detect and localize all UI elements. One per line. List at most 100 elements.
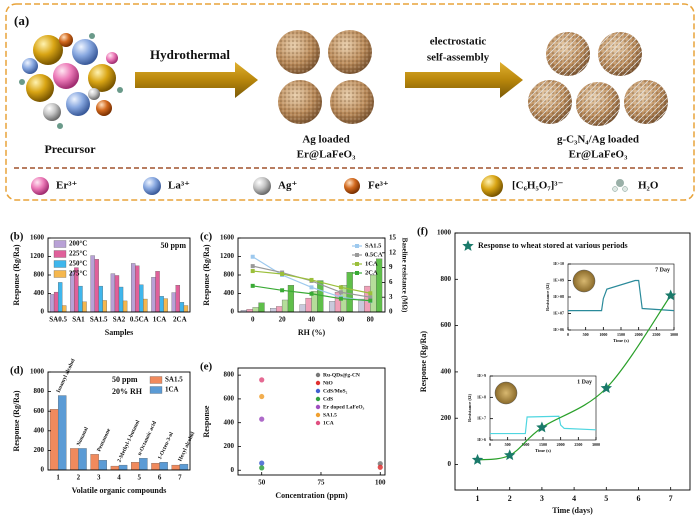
- panel-label: (f): [417, 226, 428, 238]
- y-tick-label: 1E+08: [553, 294, 564, 299]
- bar: [110, 273, 116, 313]
- step-label: Hydrothermal: [150, 47, 230, 62]
- bar: [179, 463, 189, 471]
- x-tick-label: 60: [337, 316, 345, 324]
- legend-label: Ru-QDs@g-CN: [323, 372, 360, 378]
- x-tick-label: SA1.5: [90, 316, 108, 324]
- panel-a-border: [5, 3, 695, 201]
- panel-label: (d): [10, 365, 24, 377]
- x-tick-label: 0.5CA: [130, 316, 149, 324]
- marker: [280, 288, 285, 293]
- bar: [328, 301, 336, 313]
- x-tick-label: 0: [489, 442, 491, 447]
- y-tick-label: 1600: [220, 234, 235, 242]
- y-tick-label: 600: [224, 395, 235, 403]
- legend-swatch: [53, 270, 67, 278]
- point: [377, 464, 383, 470]
- bar: [346, 272, 353, 313]
- bar: [159, 462, 168, 471]
- legend-marker: [355, 244, 359, 248]
- x-tick-label: 0: [567, 332, 569, 337]
- bar: [258, 302, 265, 313]
- x-tick-label: 3000: [670, 332, 678, 337]
- y-tick-label: 600: [34, 407, 45, 415]
- y-tick-label: 800: [224, 271, 235, 279]
- legend-swatch: [53, 250, 67, 258]
- inset-y-label: Resistance (Ω): [545, 283, 550, 311]
- x-tick-label: 2: [508, 494, 512, 503]
- bar: [135, 265, 140, 313]
- legend-marker: [315, 380, 321, 386]
- compound-label: Pentanone: [96, 427, 112, 452]
- y-tick-label: 1000: [30, 368, 45, 376]
- x-tick-label: 1: [56, 474, 60, 482]
- marker: [250, 269, 255, 274]
- bar: [287, 285, 295, 313]
- bar: [90, 255, 95, 313]
- bar: [179, 302, 185, 313]
- marker: [309, 277, 314, 282]
- y-tick-label: 800: [224, 371, 235, 379]
- y-tick-label: 400: [224, 289, 235, 297]
- x-axis-label: RH (%): [298, 328, 326, 337]
- marker: [368, 291, 373, 296]
- bar: [70, 448, 79, 471]
- inset-label: 7 Day: [655, 267, 670, 273]
- x-tick-label: 1500: [539, 442, 547, 447]
- legend-label: La³⁺: [168, 180, 190, 192]
- x-tick-label: 0: [251, 316, 255, 324]
- y-tick-label: 1E+10: [553, 261, 564, 266]
- bar: [82, 301, 87, 313]
- legend-marker: [355, 253, 359, 257]
- legend-marker: [315, 404, 321, 410]
- panel-label: (a): [14, 13, 29, 28]
- chart-panel: (f)Time (days)Response (Rg/Ra)0200400600…: [417, 226, 691, 515]
- bar: [49, 294, 55, 313]
- marker: [250, 264, 255, 269]
- stage-label: Er@LaFeO₃: [569, 149, 628, 161]
- x-tick-label: 80: [367, 316, 375, 324]
- marker: [309, 285, 314, 290]
- x-tick-label: 2CA: [173, 316, 187, 324]
- y-axis-label: Response (Rg/Ra): [419, 331, 428, 392]
- legend-label: SA1.5: [165, 376, 183, 384]
- bar: [175, 285, 181, 313]
- legend-label: 1CA: [365, 260, 378, 267]
- panel-a: (a) Hydrothermal electrostatic self-asse…: [5, 3, 695, 201]
- y-tick-label: 0: [231, 308, 235, 316]
- arrow: [135, 62, 258, 98]
- x-tick-label: 20: [279, 316, 287, 324]
- x-tick-label: 500: [583, 332, 589, 337]
- y-tick-label: 3: [389, 293, 393, 301]
- bar: [159, 296, 164, 313]
- point: [259, 393, 265, 400]
- y-tick-label: 1200: [30, 252, 45, 260]
- marker: [280, 272, 285, 277]
- y-tick-label: 12: [389, 248, 397, 256]
- y-axis-label: Response: [202, 405, 211, 437]
- compound-label: Hexyl alcohol: [177, 431, 196, 463]
- bar: [70, 271, 75, 313]
- legend-marker: [462, 240, 474, 251]
- bar: [53, 291, 59, 313]
- x-tick-label: 5: [604, 494, 608, 503]
- compound-label: 1-Octen-3-ol: [157, 431, 175, 461]
- chart-panel: 1 2 3 4 5 6 7 Isoamyl alcohol Nonanal Pentanone 2-…: [10, 358, 197, 495]
- x-axis-label: Volatile organic compounds: [72, 486, 167, 495]
- legend-marker: [315, 396, 321, 402]
- x-tick-label: 75: [317, 479, 325, 487]
- point: [536, 421, 548, 433]
- bar: [114, 275, 120, 313]
- bar: [252, 307, 259, 313]
- bar: [57, 282, 63, 313]
- x-tick-label: SA2: [113, 316, 126, 324]
- x-axis-label: Concentration (ppm): [275, 491, 348, 500]
- bar: [171, 464, 181, 471]
- x-tick-label: SA0.5: [49, 316, 67, 324]
- point: [259, 465, 265, 471]
- annotation: 20% RH: [112, 387, 143, 396]
- y-tick-label: 0: [389, 308, 393, 316]
- bar: [276, 306, 283, 313]
